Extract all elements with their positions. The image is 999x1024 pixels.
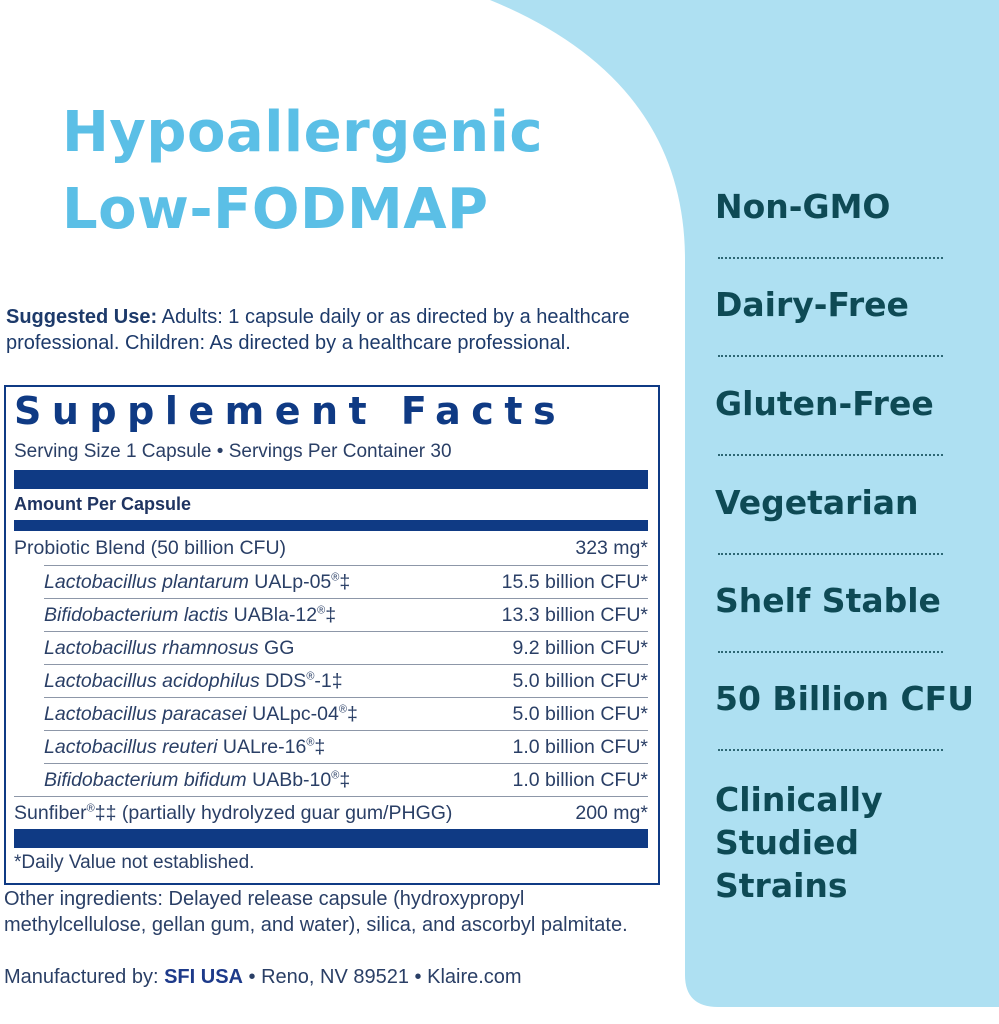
suggested-use: Suggested Use: Adults: 1 capsule daily o… [6, 304, 656, 356]
manufacturer: Manufactured by: SFI USA • Reno, NV 8952… [4, 966, 522, 989]
facts-row: Sunfiber®‡‡ (partially hydrolyzed guar g… [14, 796, 648, 829]
ingredient-name: Lactobacillus rhamnosus GG [44, 636, 295, 659]
ingredient-amount: 200 mg* [575, 801, 648, 824]
ingredient-amount: 323 mg* [575, 537, 648, 559]
dotted-divider [718, 454, 943, 456]
claim-6: Clinically Studied Strains [715, 780, 883, 905]
ingredient-name: Lactobacillus reuteri UALre-16®‡ [44, 735, 326, 758]
ingredient-name: Sunfiber®‡‡ (partially hydrolyzed guar g… [14, 801, 453, 824]
manufacturer-company: SFI USA [164, 966, 243, 988]
ingredient-amount: 1.0 billion CFU* [512, 735, 648, 758]
ingredient-name: Lactobacillus acidophilus DDS®-1‡ [44, 669, 343, 692]
facts-row: Bifidobacterium bifidum UABb-10®‡ 1.0 bil… [44, 763, 648, 796]
ingredient-name: Lactobacillus plantarum UALp-05®‡ [44, 570, 351, 593]
claim-4: Shelf Stable [715, 581, 941, 620]
medium-divider [14, 520, 648, 531]
facts-row: Lactobacillus rhamnosus GG 9.2 billion CF… [44, 631, 648, 664]
claim-1: Dairy-Free [715, 285, 909, 324]
ingredient-amount: 13.3 billion CFU* [501, 603, 648, 626]
facts-row: Bifidobacterium lactis UABla-12®‡ 13.3 bi… [44, 598, 648, 631]
ingredient-amount: 5.0 billion CFU* [512, 702, 648, 725]
ingredient-name: Lactobacillus paracasei UALpc-04®‡ [44, 702, 358, 725]
thick-divider [14, 470, 648, 489]
facts-row: Lactobacillus acidophilus DDS®-1‡ 5.0 bil… [44, 664, 648, 697]
manufacturer-label: Manufactured by: [4, 966, 165, 988]
suggested-use-text: Adults: 1 capsule daily or as directed b… [6, 306, 630, 354]
other-ingredients: Other ingredients: Delayed release capsu… [4, 888, 628, 936]
manufacturer-address: • Reno, NV 89521 • Klaire.com [243, 966, 522, 988]
ingredient-amount: 9.2 billion CFU* [512, 636, 648, 659]
ingredient-amount: 15.5 billion CFU* [501, 570, 648, 593]
suggested-use-label: Suggested Use: [6, 306, 158, 328]
footnote: *Daily Value not established. [14, 852, 255, 873]
claim-0: Non-GMO [715, 187, 891, 226]
dotted-divider [718, 355, 943, 357]
dotted-divider [718, 553, 943, 555]
facts-row: Lactobacillus paracasei UALpc-04®‡ 5.0 bi… [44, 697, 648, 730]
claim-5: 50 Billion CFU [715, 679, 975, 718]
dotted-divider [718, 749, 943, 751]
facts-row: Probiotic Blend (50 billion CFU) 323 mg* [14, 532, 648, 565]
headline-low-fodmap: Low-FODMAP [62, 177, 489, 242]
ingredient-name: Bifidobacterium bifidum UABb-10®‡ [44, 768, 351, 791]
facts-row: Lactobacillus reuteri UALre-16®‡ 1.0 bill… [44, 730, 648, 763]
serving-info: Serving Size 1 Capsule • Servings Per Co… [14, 441, 452, 462]
claim-3: Vegetarian [715, 483, 919, 522]
bottom-divider [14, 829, 648, 848]
dotted-divider [718, 257, 943, 259]
ingredient-name: Bifidobacterium lactis UABla-12®‡ [44, 603, 337, 626]
dotted-divider [718, 651, 943, 653]
ingredient-amount: 1.0 billion CFU* [512, 768, 648, 791]
supplement-facts-panel: Supplement Facts Serving Size 1 Capsule … [4, 385, 660, 885]
amount-header: Amount Per Capsule [14, 494, 192, 514]
claim-2: Gluten-Free [715, 384, 934, 423]
headline-hypoallergenic: Hypoallergenic [62, 100, 544, 165]
facts-title: Supplement Facts [14, 389, 567, 433]
ingredient-amount: 5.0 billion CFU* [512, 669, 648, 692]
facts-row: Lactobacillus plantarum UALp-05®‡ 15.5 bi… [44, 565, 648, 598]
ingredient-name: Probiotic Blend (50 billion CFU) [14, 537, 287, 559]
